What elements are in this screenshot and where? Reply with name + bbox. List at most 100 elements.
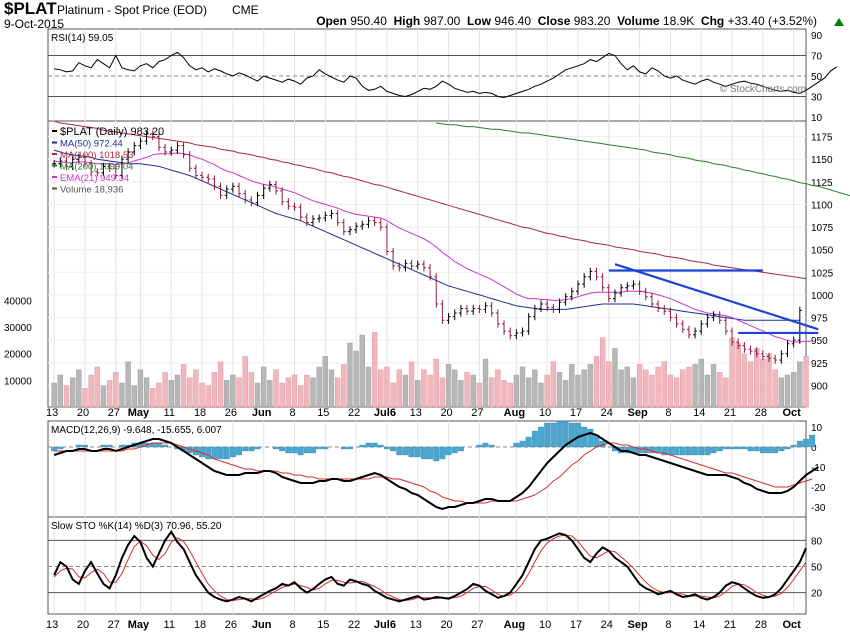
volume-bar <box>538 382 544 408</box>
macd-histogram-bar <box>482 442 489 448</box>
volume-bar <box>784 374 791 408</box>
x-tick-label: 11 <box>164 407 175 419</box>
macd-tick-label: 10 <box>811 423 823 434</box>
x-tick-label: 21 <box>724 619 736 631</box>
volume-bar <box>599 337 606 408</box>
volume-bar <box>581 369 587 408</box>
macd-histogram-bar <box>735 446 742 450</box>
macd-histogram-bar <box>809 434 816 448</box>
volume-bar <box>353 350 359 408</box>
ema21-line <box>54 152 813 343</box>
macd-histogram-bar <box>371 442 378 448</box>
volume-bar <box>421 369 427 408</box>
macd-histogram-bar <box>316 446 323 450</box>
chg-label: Chg <box>700 14 725 28</box>
macd-histogram-bar <box>229 446 236 458</box>
macd-histogram-bar <box>544 422 551 448</box>
ma100-line <box>54 120 807 280</box>
volume-bar <box>304 374 310 408</box>
volume-bar <box>371 332 378 408</box>
macd-histogram-bar <box>273 446 279 450</box>
macd-histogram-bar <box>322 446 329 450</box>
ma50-line <box>54 149 800 321</box>
low-value: 946.40 <box>494 14 532 28</box>
macd-tick-label: -10 <box>811 463 826 474</box>
panel-frame-rsi <box>47 28 807 122</box>
macd-histogram-bar <box>236 446 242 456</box>
price-tick-label: 1075 <box>811 223 834 234</box>
volume-bar <box>322 356 328 408</box>
volume-bar <box>267 380 273 408</box>
volume-bar <box>433 358 439 408</box>
volume-bar <box>569 364 575 408</box>
x-tick-label: 13 <box>410 407 422 419</box>
x-tick-label: 22 <box>348 619 360 631</box>
volume-bar <box>575 374 581 408</box>
x-tick-label: 22 <box>348 407 360 419</box>
macd-histogram-bar <box>390 446 397 452</box>
x-tick-label: 8 <box>665 407 671 419</box>
x-tick-label: 28 <box>755 619 767 631</box>
volume-bar <box>735 342 741 408</box>
price-tick-label: 1100 <box>811 200 833 211</box>
volume-bar <box>482 358 489 408</box>
exchange-label: CME <box>232 3 259 17</box>
volume-bar <box>489 377 495 408</box>
macd-histogram-bar <box>556 420 563 448</box>
volume-value: 18.9K <box>662 14 695 28</box>
macd-histogram-bar <box>402 446 409 456</box>
volume-label: Volume <box>617 14 660 28</box>
x-tick-label: 24 <box>601 407 613 419</box>
x-tick-label: 13 <box>410 619 422 631</box>
volume-bar <box>655 366 661 408</box>
volume-bar <box>76 369 82 408</box>
macd-tick-label: 0 <box>811 443 817 454</box>
macd-histogram-bar <box>778 446 785 452</box>
price-tick-label: 1125 <box>811 178 833 189</box>
volume-bar <box>291 374 298 408</box>
volume-bar <box>328 369 335 408</box>
ma200-line <box>436 122 850 197</box>
panel-frame-price <box>47 120 807 408</box>
volume-bar <box>279 382 285 408</box>
volume-bar <box>217 361 224 408</box>
volume-bar <box>168 380 174 408</box>
volume-bar <box>704 374 711 408</box>
volume-bar <box>550 361 556 408</box>
volume-bar <box>205 385 211 408</box>
volume-bar <box>532 369 538 408</box>
volume-bar <box>464 372 470 408</box>
volume-bar <box>606 361 612 408</box>
macd-histogram-bar <box>285 446 292 454</box>
x-tick-label: 18 <box>194 407 206 419</box>
volume-bar <box>187 377 193 408</box>
macd-histogram-bar <box>698 446 705 456</box>
volume-bar <box>673 377 680 408</box>
rsi-tick-label: 90 <box>811 31 823 42</box>
macd-histogram-bar <box>581 426 588 448</box>
macd-legend: MACD(12,26,9) -9.648, -15.655, 6.007 <box>51 425 222 436</box>
ohlc-summary: Open 950.40 High 987.00 Low 946.40 Close… <box>316 14 817 28</box>
x-tick-label: 15 <box>317 619 329 631</box>
x-tick-label: 8 <box>665 619 671 631</box>
macd-histogram-bar <box>279 446 286 452</box>
volume-bar <box>772 369 778 408</box>
volume-bar <box>310 377 316 408</box>
rsi-legend: RSI(14) 59.05 <box>51 33 114 44</box>
price-tick-label: 925 <box>811 359 828 370</box>
volume-bar <box>723 377 729 408</box>
macd-histogram-bar <box>710 446 717 454</box>
volume-bar <box>365 366 372 408</box>
volume-bar <box>513 374 520 408</box>
volume-bar <box>254 382 261 408</box>
volume-bar <box>57 374 63 408</box>
macd-histogram-bar <box>427 446 434 460</box>
x-tick-label: 15 <box>317 407 329 419</box>
panel-frame-sto <box>47 516 807 615</box>
macd-histogram-bar <box>297 446 304 456</box>
macd-histogram-bar <box>772 446 779 454</box>
volume-bar <box>384 366 390 408</box>
x-tick-label: Sep <box>628 407 648 419</box>
volume-bar <box>741 353 748 408</box>
sto-k-line <box>53 529 807 603</box>
